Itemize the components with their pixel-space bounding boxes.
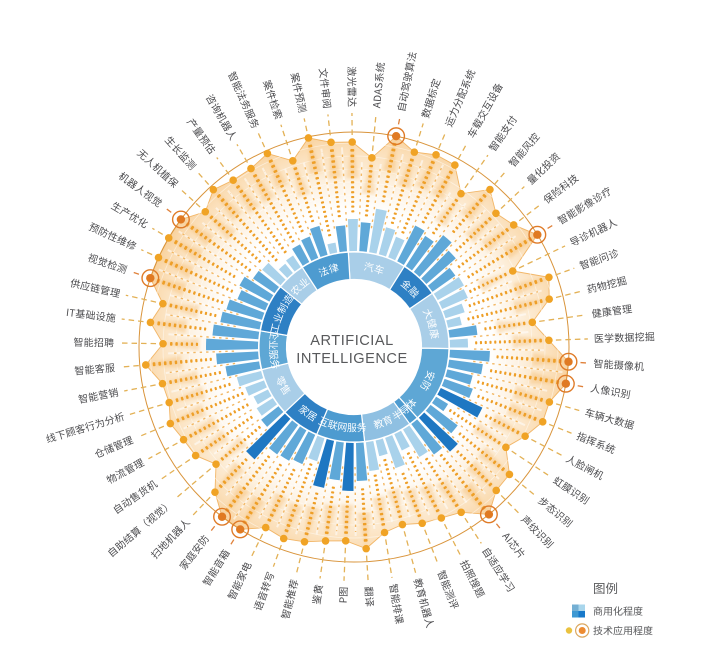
svg-text:INTELLIGENCE: INTELLIGENCE xyxy=(296,351,407,367)
svg-text:ARTIFICIAL: ARTIFICIAL xyxy=(310,333,393,349)
